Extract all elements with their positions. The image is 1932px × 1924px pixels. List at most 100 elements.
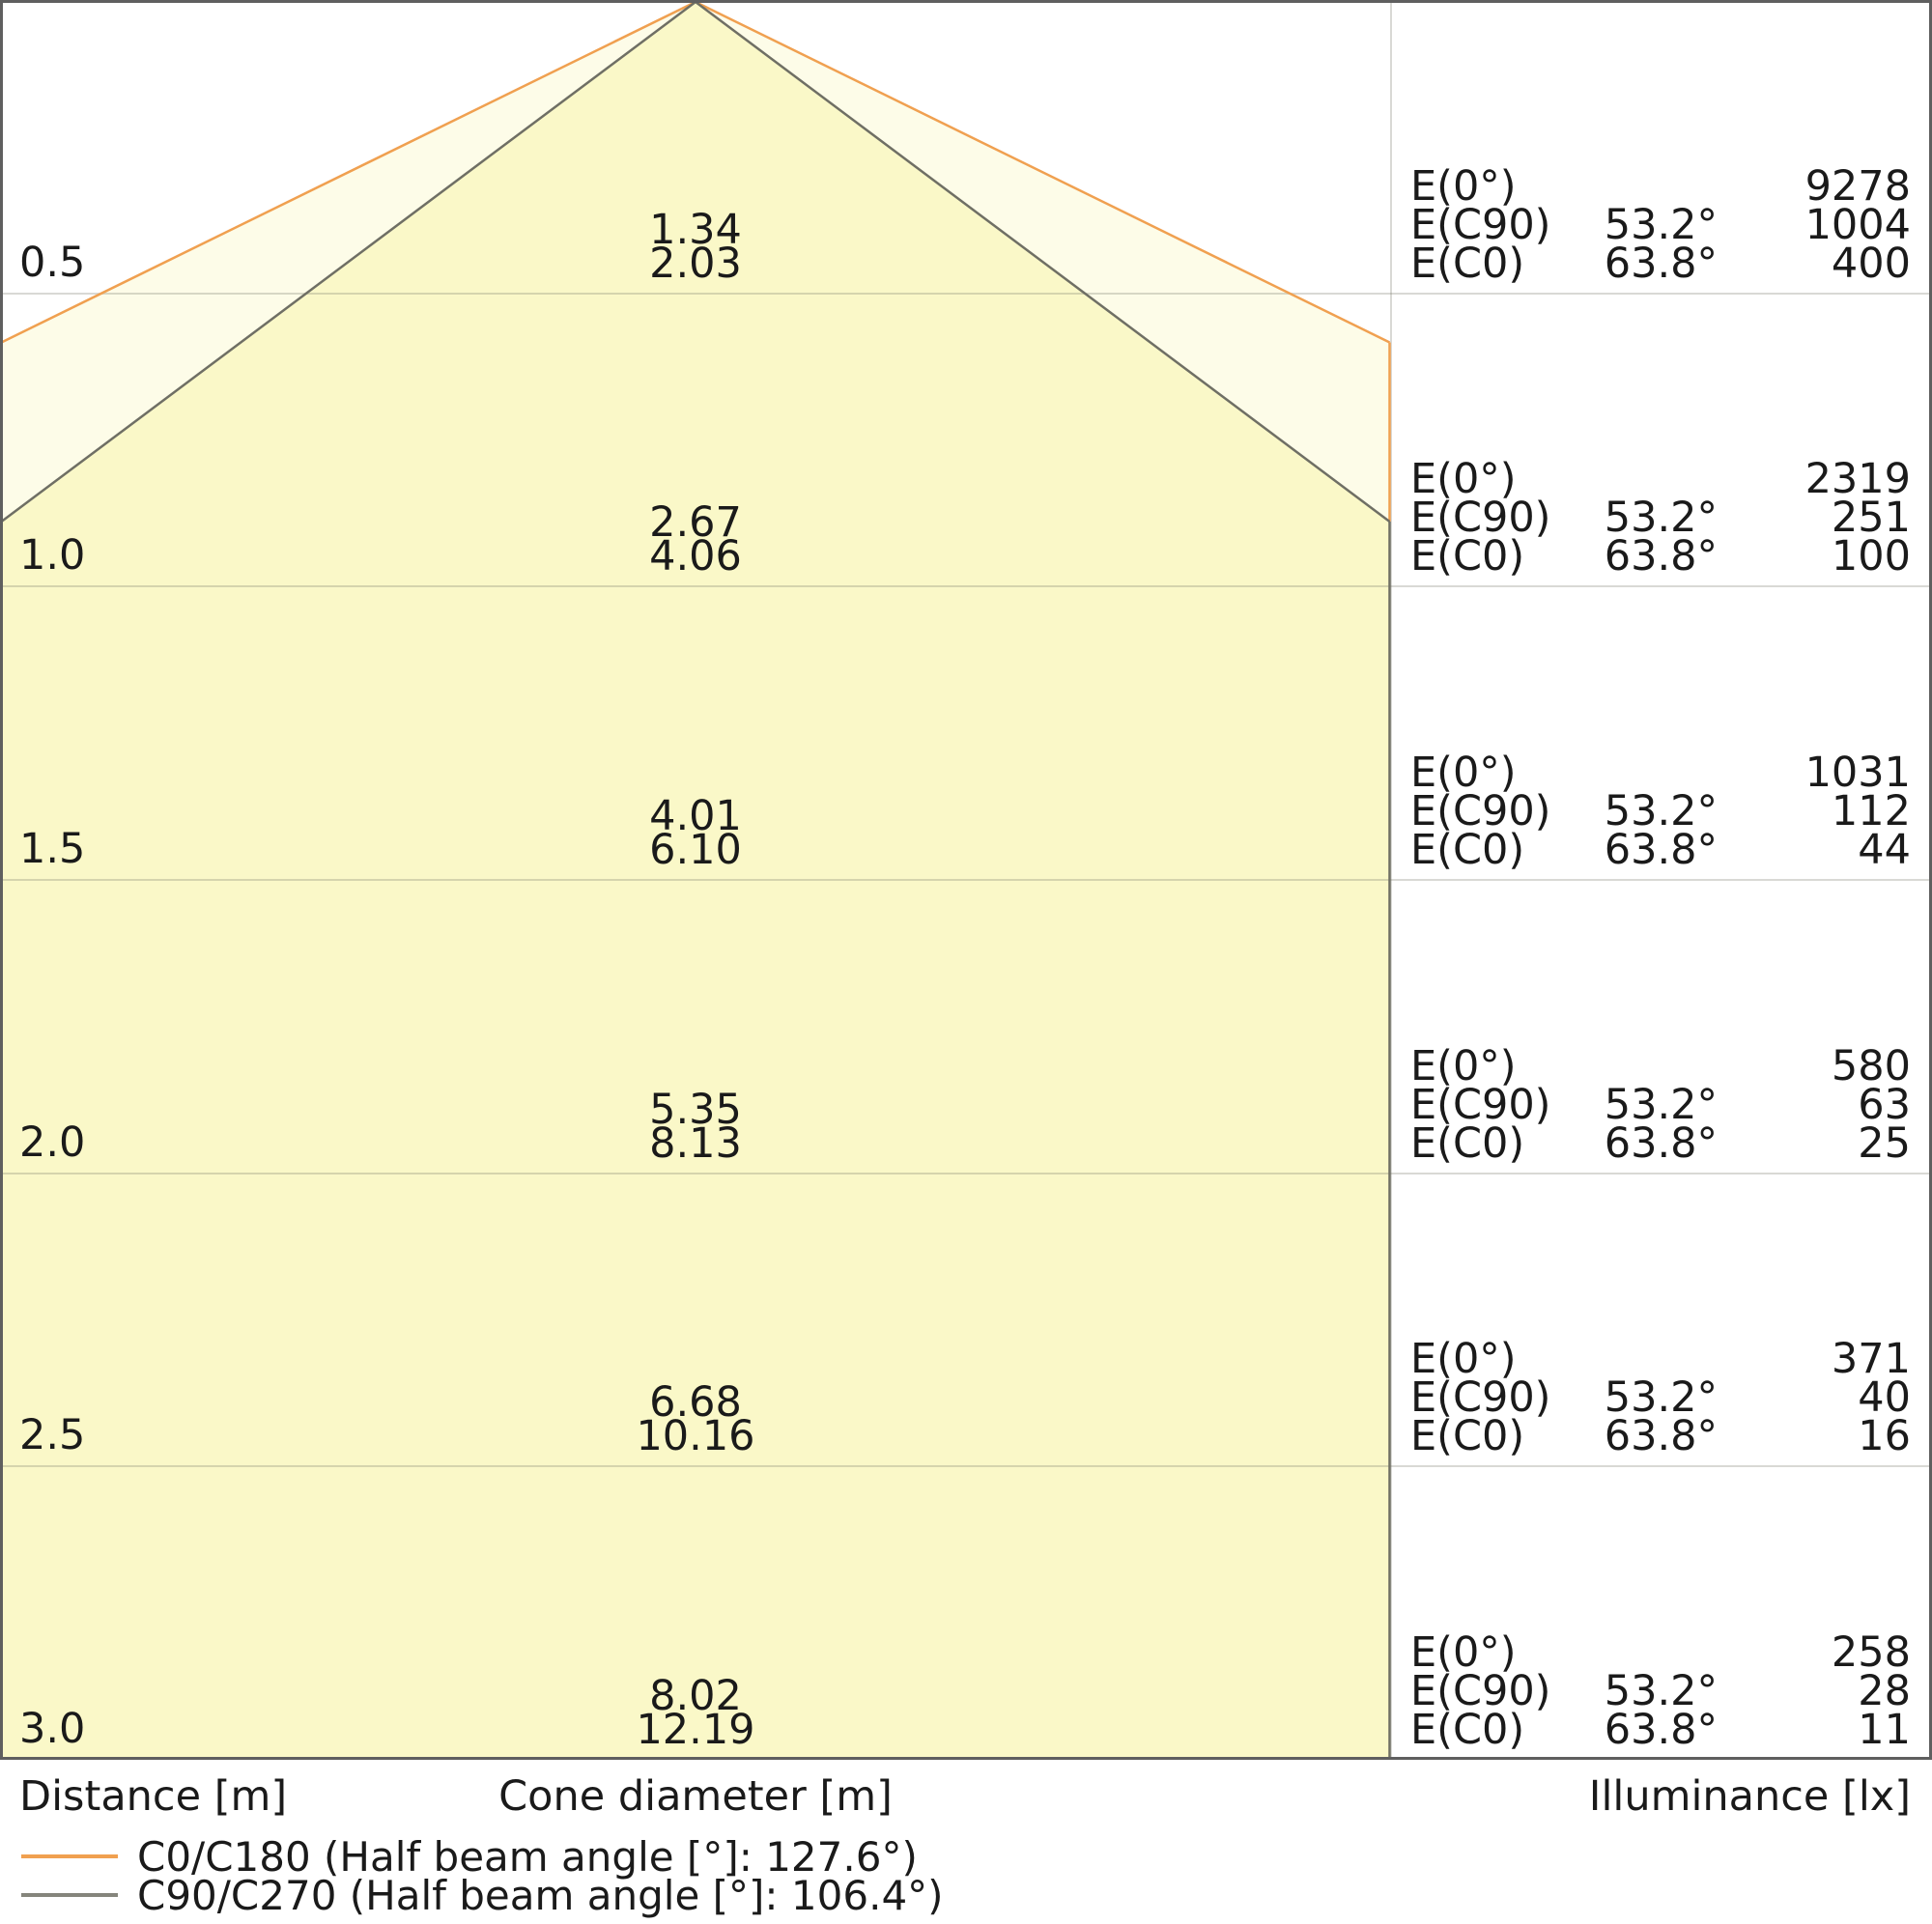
cone-diameter-pair: 8.02 12.19 xyxy=(454,1672,937,1754)
ec90-line: E(C90) 53.2° 112 xyxy=(1410,787,1911,835)
ec0-line: E(C0) 63.8° 100 xyxy=(1410,532,1911,580)
ec90-line: E(C90) 53.2° 63 xyxy=(1410,1081,1911,1129)
ec0-value: 400 xyxy=(1831,240,1911,288)
ec0-label: E(C0) xyxy=(1410,1412,1525,1460)
e0-line: E(0°) 9278 xyxy=(1410,162,1911,211)
c90-angle: 53.2° xyxy=(1604,494,1718,542)
ec0-label: E(C0) xyxy=(1410,1119,1525,1168)
ec90-line: E(C90) 53.2° 1004 xyxy=(1410,201,1911,249)
cone-chart-canvas xyxy=(0,0,1932,1760)
distance-label: 3.0 xyxy=(19,1705,86,1753)
distance-label: 1.0 xyxy=(19,531,86,580)
c0-diameter: 6.10 xyxy=(649,826,742,874)
ec0-value: 100 xyxy=(1831,532,1911,580)
ec90-label: E(C90) xyxy=(1410,494,1551,542)
c0-angle: 63.8° xyxy=(1604,1412,1718,1460)
e0-label: E(0°) xyxy=(1410,162,1517,211)
ec90-value: 251 xyxy=(1831,494,1911,542)
c0-diameter: 4.06 xyxy=(649,532,742,580)
c0-angle: 63.8° xyxy=(1604,1119,1718,1168)
e0-label: E(0°) xyxy=(1410,455,1517,503)
illuminance-row-group: E(0°) 580 E(C90) 53.2° 63 E(C0) 63.8° 25 xyxy=(1410,1042,1911,1168)
ec90-line: E(C90) 53.2° 40 xyxy=(1410,1373,1911,1422)
c0-angle: 63.8° xyxy=(1604,1706,1718,1754)
ec90-line: E(C90) 53.2° 251 xyxy=(1410,494,1911,542)
ec0-line: E(C0) 63.8° 11 xyxy=(1410,1706,1911,1754)
c90-diameter: 2.67 xyxy=(649,498,742,547)
illuminance-row-group: E(0°) 258 E(C90) 53.2° 28 E(C0) 63.8° 11 xyxy=(1410,1628,1911,1754)
ec0-line: E(C0) 63.8° 16 xyxy=(1410,1412,1911,1460)
c0-angle: 63.8° xyxy=(1604,240,1718,288)
ec90-label: E(C90) xyxy=(1410,1373,1551,1422)
ec0-line: E(C0) 63.8° 400 xyxy=(1410,240,1911,288)
distance-label: 2.5 xyxy=(19,1411,86,1459)
ec0-value: 16 xyxy=(1858,1412,1911,1460)
chart-border xyxy=(0,0,1932,1760)
e0-line: E(0°) 1031 xyxy=(1410,749,1911,797)
c90-diameter: 5.35 xyxy=(649,1086,742,1134)
c0-beam-edge-lines xyxy=(0,0,1391,522)
cone-diameter-pair: 1.34 2.03 xyxy=(454,210,937,288)
c0-diameter: 10.16 xyxy=(636,1412,755,1460)
e0-label: E(0°) xyxy=(1410,1042,1517,1090)
c90-diameter: 4.01 xyxy=(649,792,742,840)
distance-label: 1.5 xyxy=(19,825,86,873)
c0-diameter: 2.03 xyxy=(649,240,742,288)
c90-angle: 53.2° xyxy=(1604,1081,1718,1129)
ec0-line: E(C0) 63.8° 25 xyxy=(1410,1119,1911,1168)
c0-diameter: 8.13 xyxy=(649,1119,742,1168)
e0-line: E(0°) 580 xyxy=(1410,1042,1911,1090)
ec90-line: E(C90) 53.2° 28 xyxy=(1410,1667,1911,1715)
e0-label: E(0°) xyxy=(1410,749,1517,797)
illuminance-row-group: E(0°) 371 E(C90) 53.2° 40 E(C0) 63.8° 16 xyxy=(1410,1335,1911,1460)
e0-value: 258 xyxy=(1831,1628,1911,1677)
ec90-label: E(C90) xyxy=(1410,1081,1551,1129)
c90-angle: 53.2° xyxy=(1604,787,1718,835)
illuminance-axis-caption: Illuminance [lx] xyxy=(1588,1772,1911,1821)
c90-legend-label: C90/C270 (Half beam angle [°]: 106.4°) xyxy=(137,1872,944,1919)
distance-label: 0.5 xyxy=(19,239,86,287)
ec90-value: 1004 xyxy=(1804,201,1911,249)
e0-label: E(0°) xyxy=(1410,1628,1517,1677)
distance-label: 2.0 xyxy=(19,1118,86,1167)
c90-angle: 53.2° xyxy=(1604,1667,1718,1715)
c0-legend-label: C0/C180 (Half beam angle [°]: 127.6°) xyxy=(137,1833,918,1881)
cone-diameter-axis-caption: Cone diameter [m] xyxy=(498,1772,893,1821)
ec0-value: 11 xyxy=(1858,1706,1911,1754)
e0-value: 580 xyxy=(1831,1042,1911,1090)
ec90-label: E(C90) xyxy=(1410,201,1551,249)
ec90-label: E(C90) xyxy=(1410,787,1551,835)
c0-angle: 63.8° xyxy=(1604,532,1718,580)
distance-gridlines xyxy=(3,293,1929,1467)
ec0-label: E(C0) xyxy=(1410,826,1525,874)
e0-value: 1031 xyxy=(1804,749,1911,797)
ec90-value: 28 xyxy=(1858,1667,1911,1715)
illuminance-row-group: E(0°) 9278 E(C90) 53.2° 1004 E(C0) 63.8° 400 xyxy=(1410,162,1911,288)
ec0-value: 25 xyxy=(1858,1119,1911,1168)
cone-diameter-pair: 4.01 6.10 xyxy=(454,792,937,874)
ec90-value: 40 xyxy=(1858,1373,1911,1422)
ec0-label: E(C0) xyxy=(1410,240,1525,288)
ec90-value: 63 xyxy=(1858,1081,1911,1129)
ec0-label: E(C0) xyxy=(1410,1706,1525,1754)
c0-legend-line-swatch xyxy=(21,1854,118,1858)
c90-diameter: 6.68 xyxy=(649,1378,742,1427)
c90-diameter: 8.02 xyxy=(649,1672,742,1720)
c0-angle: 63.8° xyxy=(1604,826,1718,874)
illuminance-row-group: E(0°) 2319 E(C90) 53.2° 251 E(C0) 63.8° 100 xyxy=(1410,455,1911,580)
e0-value: 9278 xyxy=(1804,162,1911,211)
distance-axis-caption: Distance [m] xyxy=(19,1772,288,1821)
ec0-label: E(C0) xyxy=(1410,532,1525,580)
c90-cone-fill xyxy=(1,2,1390,1759)
cone-diameter-pair: 5.35 8.13 xyxy=(454,1086,937,1168)
c90-legend-line-swatch xyxy=(21,1893,118,1897)
e0-value: 2319 xyxy=(1804,455,1911,503)
e0-value: 371 xyxy=(1831,1335,1911,1383)
c90-angle: 53.2° xyxy=(1604,201,1718,249)
ec90-label: E(C90) xyxy=(1410,1667,1551,1715)
c0-diameter: 12.19 xyxy=(636,1706,755,1754)
e0-line: E(0°) 371 xyxy=(1410,1335,1911,1383)
e0-line: E(0°) 258 xyxy=(1410,1628,1911,1677)
e0-line: E(0°) 2319 xyxy=(1410,455,1911,503)
ec0-value: 44 xyxy=(1858,826,1911,874)
